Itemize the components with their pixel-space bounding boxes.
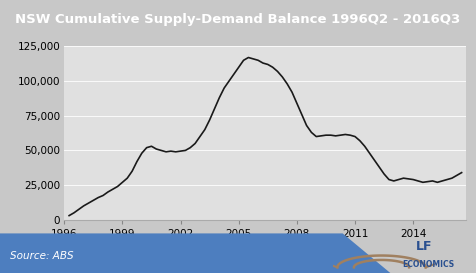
Text: NSW Cumulative Supply-Demand Balance 1996Q2 - 2016Q3: NSW Cumulative Supply-Demand Balance 199… xyxy=(15,13,461,26)
Text: LF: LF xyxy=(416,240,433,253)
Polygon shape xyxy=(0,233,390,273)
Text: ECONOMICS: ECONOMICS xyxy=(402,260,455,269)
Text: Source: ABS: Source: ABS xyxy=(10,251,73,261)
